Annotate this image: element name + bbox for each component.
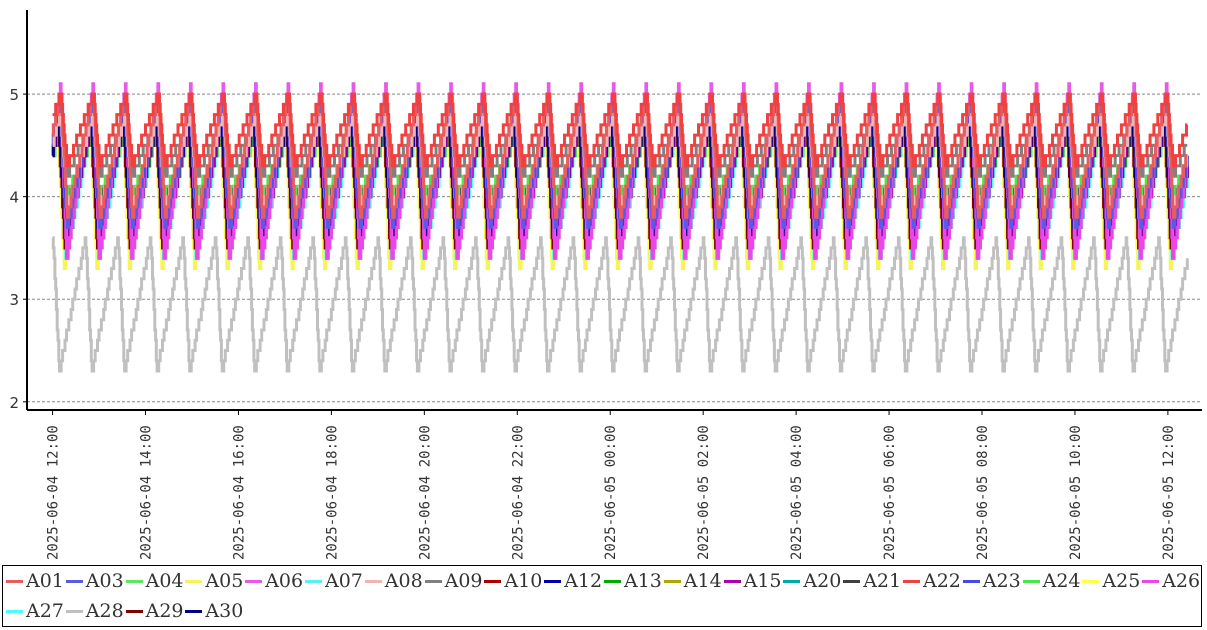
legend-item-a15: A15 — [723, 570, 782, 592]
axes: 2 3 4 5 2025-06-04 12:00 2025-06-04 14:00 2025… — [9, 10, 1202, 560]
legend-swatch — [125, 579, 143, 583]
legend-swatch — [65, 579, 83, 583]
x-tick-label: 2025-06-05 08:00 — [975, 425, 991, 560]
legend-item-a03: A03 — [65, 570, 124, 592]
legend-label: A10 — [504, 570, 543, 592]
legend-label: A07 — [325, 570, 363, 592]
series-lines — [51, 82, 1189, 373]
y-tick-label: 4 — [9, 189, 19, 207]
legend-item-a01: A01 — [6, 570, 64, 592]
legend-item-a08: A08 — [364, 570, 423, 592]
legend-swatch — [663, 579, 681, 583]
legend-swatch — [185, 579, 203, 583]
legend-item-a21: A21 — [843, 570, 901, 592]
legend-swatch — [185, 609, 203, 613]
x-tick-label: 2025-06-05 02:00 — [696, 425, 712, 560]
legend-item-a20: A20 — [783, 570, 841, 592]
legend-item-a05: A05 — [185, 570, 243, 592]
x-tick-label: 2025-06-04 12:00 — [46, 425, 62, 560]
legend-label: A23 — [982, 570, 1021, 592]
legend-item-a25: A25 — [1082, 570, 1140, 592]
legend-item-a26: A26 — [1142, 570, 1200, 592]
legend-item-a10: A10 — [484, 570, 542, 592]
legend-item-a04: A04 — [125, 570, 184, 592]
x-tick-label: 2025-06-05 10:00 — [1068, 425, 1084, 560]
legend-label: A09 — [444, 570, 483, 592]
y-tick-label: 3 — [9, 291, 19, 309]
y-tick-label: 5 — [9, 86, 19, 104]
legend-item-a06: A06 — [245, 570, 303, 592]
legend-swatch — [843, 579, 861, 583]
x-tick-label: 2025-06-05 00:00 — [603, 425, 619, 560]
legend-label: A14 — [683, 570, 722, 592]
legend-label: A01 — [26, 570, 64, 592]
legend-label: A08 — [384, 570, 423, 592]
legend-label: A12 — [564, 570, 603, 592]
legend-label: A26 — [1162, 570, 1201, 592]
legend-swatch — [1022, 579, 1040, 583]
legend-swatch — [6, 579, 23, 583]
legend-swatch — [6, 609, 23, 613]
legend-label: A13 — [624, 570, 662, 592]
legend-swatch — [544, 579, 562, 583]
legend-label: A21 — [863, 570, 902, 592]
legend-label: A20 — [803, 570, 842, 592]
x-tick-label: 2025-06-04 16:00 — [231, 425, 247, 560]
legend-label: A29 — [145, 600, 184, 622]
legend-item-a07: A07 — [305, 570, 363, 592]
legend-label: A06 — [265, 570, 304, 592]
x-tick-label: 2025-06-05 12:00 — [1161, 425, 1177, 560]
legend-item-a27: A27 — [6, 600, 64, 622]
x-tick-label: 2025-06-04 20:00 — [417, 425, 433, 560]
legend-swatch — [305, 579, 322, 583]
legend-swatch — [65, 609, 83, 613]
legend-swatch — [783, 579, 801, 583]
x-tick-label: 2025-06-05 04:00 — [789, 425, 805, 560]
legend-item-a28: A28 — [65, 600, 124, 622]
legend-label: A30 — [205, 600, 244, 622]
line-chart: 2 3 4 5 2025-06-04 12:00 2025-06-04 14:00 2025… — [9, 10, 1202, 560]
legend-swatch — [245, 579, 263, 583]
x-tick-label: 2025-06-04 14:00 — [139, 425, 155, 560]
legend-swatch — [484, 579, 502, 583]
legend-label: A24 — [1042, 570, 1081, 592]
legend-label: A25 — [1102, 570, 1141, 592]
legend-item-a29: A29 — [125, 600, 184, 622]
legend-swatch — [903, 579, 920, 583]
legend-label: A15 — [743, 570, 782, 592]
legend-item-a13: A13 — [604, 570, 662, 592]
legend-item-a09: A09 — [424, 570, 483, 592]
legend-item-a23: A23 — [962, 570, 1021, 592]
legend-item-a24: A24 — [1022, 570, 1081, 592]
legend-swatch — [1142, 579, 1160, 583]
x-tick-label: 2025-06-04 22:00 — [510, 425, 526, 560]
series-line-a01 — [51, 92, 1188, 219]
series-line-a28 — [51, 236, 1189, 373]
x-tick-label: 2025-06-05 06:00 — [882, 425, 898, 560]
legend-swatch — [424, 579, 442, 583]
legend-label: A27 — [26, 600, 64, 622]
legend-label: A05 — [205, 570, 244, 592]
legend-item-a22: A22 — [903, 570, 961, 592]
y-tick-label: 2 — [9, 394, 19, 412]
legend-swatch — [364, 579, 382, 583]
legend-label: A22 — [923, 570, 961, 592]
legend-swatch — [125, 609, 143, 613]
legend-label: A28 — [85, 600, 124, 622]
legend-swatch — [962, 579, 980, 583]
legend-label: A04 — [145, 570, 184, 592]
legend-swatch — [723, 579, 741, 583]
legend-label: A03 — [85, 570, 124, 592]
series-line-a22 — [52, 92, 1188, 168]
x-tick-label: 2025-06-04 18:00 — [324, 425, 340, 560]
legend-item-a12: A12 — [544, 570, 602, 592]
legend: A01 A03 A04 A05 A06 A07 A08 A09 A10 A12 A13 A14 A15 A… — [2, 565, 1202, 627]
legend-swatch — [604, 579, 621, 583]
legend-swatch — [1082, 579, 1100, 583]
legend-item-a30: A30 — [185, 600, 243, 622]
legend-item-a14: A14 — [663, 570, 722, 592]
